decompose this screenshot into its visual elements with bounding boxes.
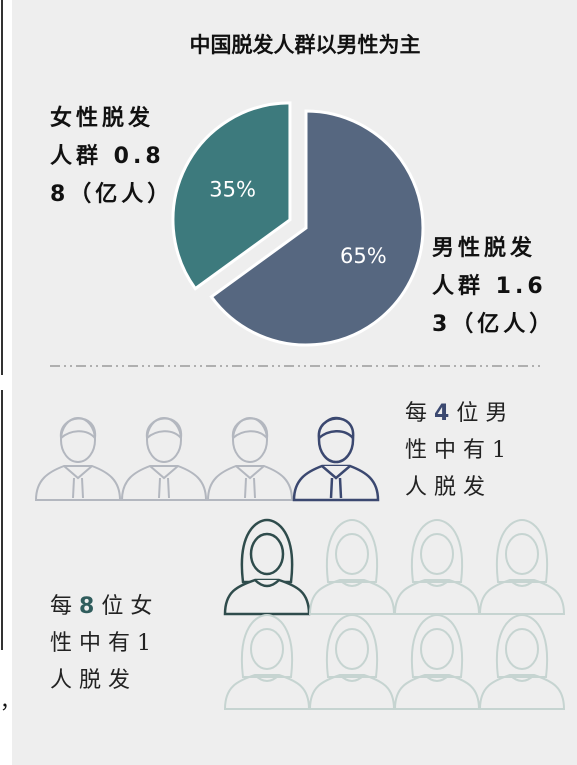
male-icon [206, 417, 294, 501]
hair [240, 613, 294, 678]
stat-text: 每8位女性中有1 人脱发 [50, 588, 168, 699]
female-icon [308, 613, 396, 710]
head [335, 628, 369, 670]
neck [254, 579, 280, 588]
card [12, 0, 577, 765]
neck [339, 579, 365, 587]
stat-middle: 位女性中有 [50, 594, 160, 656]
hair [495, 518, 549, 583]
pie-slice [209, 109, 425, 347]
hair [410, 613, 464, 678]
tie [149, 465, 179, 499]
neck [424, 579, 450, 587]
head [335, 533, 369, 575]
head [420, 628, 454, 670]
stat-text: 每4位男性中有1 人脱发 [405, 395, 523, 506]
chart-title: 中国脱发人群以男性为主 [190, 33, 421, 57]
female-icon [308, 518, 396, 615]
tie [321, 465, 351, 499]
stat-prefix: 每 [405, 401, 435, 426]
female-icon [478, 518, 566, 615]
neck [509, 579, 535, 587]
female-icon [223, 613, 311, 710]
neck [254, 674, 280, 682]
female-icon [393, 613, 481, 710]
category-label: 男性脱发人群 1.63（亿人） [432, 236, 556, 337]
neck [339, 674, 365, 682]
male-icon [34, 417, 122, 501]
head [505, 628, 539, 670]
hair [145, 417, 183, 441]
stat-affected: 1 [492, 438, 514, 463]
hair [495, 613, 549, 678]
value-label: 35% [209, 178, 256, 202]
hair [231, 417, 269, 441]
tie [63, 465, 93, 499]
stat-middle: 位男性中有 [405, 401, 515, 463]
hair [325, 613, 379, 678]
hair [410, 518, 464, 583]
stat-suffix: 人脱发 [50, 668, 138, 693]
hair [59, 417, 97, 441]
fragment: ， [0, 689, 20, 713]
stat-suffix: 人脱发 [405, 475, 493, 500]
neck [509, 674, 535, 682]
head [420, 533, 454, 575]
stat-affected: 1 [137, 631, 159, 656]
male-icon [292, 416, 380, 502]
female-icon [393, 518, 481, 615]
category-label: 女性脱发人群 0.88（亿人） [50, 106, 174, 207]
neck [424, 674, 450, 682]
value-label: 65% [340, 244, 387, 268]
head [249, 532, 285, 576]
hair [325, 518, 379, 583]
female-icon [478, 613, 566, 710]
hair [317, 417, 355, 441]
stat-count: 4 [434, 401, 457, 426]
male-icon [120, 417, 208, 501]
tie [235, 465, 265, 499]
female-icon [223, 518, 311, 616]
stat-prefix: 每 [50, 594, 80, 619]
stat-count: 8 [79, 594, 102, 619]
pie-slice [171, 101, 292, 291]
head [505, 533, 539, 575]
head [250, 628, 284, 670]
